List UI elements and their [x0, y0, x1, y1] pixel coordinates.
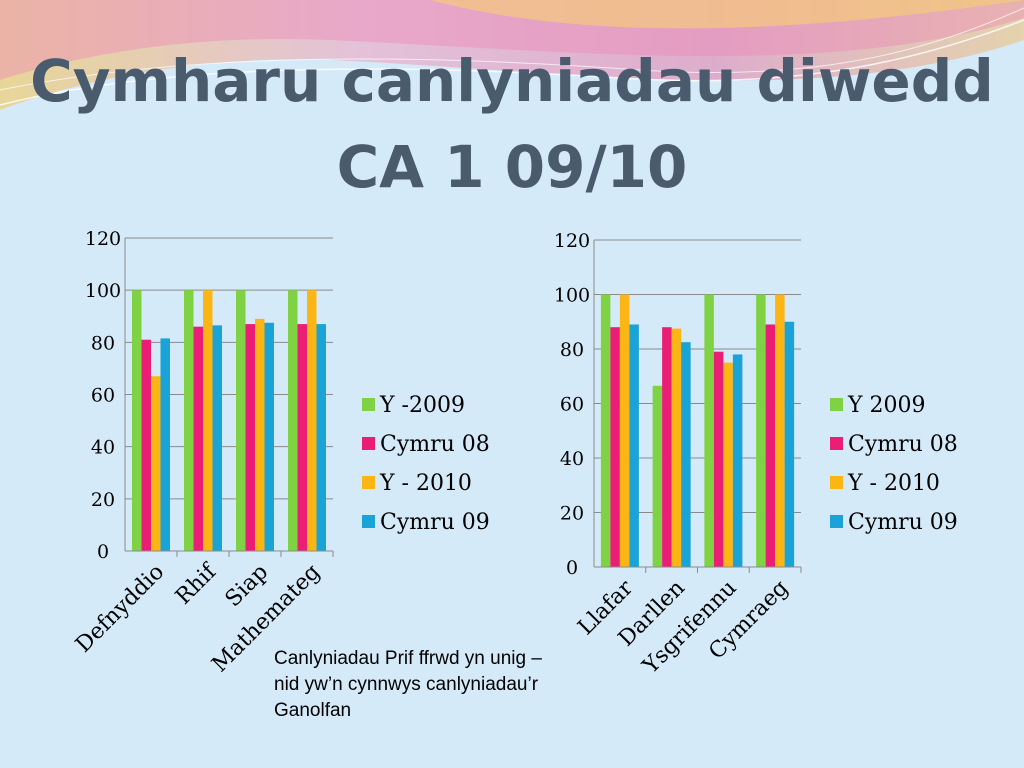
right-legend-swatch	[830, 437, 843, 450]
left-bar	[245, 324, 255, 551]
right-bar	[629, 324, 639, 567]
left-bar	[184, 290, 194, 551]
right-bar	[704, 294, 714, 567]
right-bar	[775, 294, 785, 567]
right-bar	[619, 294, 630, 567]
right-legend-swatch	[830, 476, 843, 489]
right-bar	[652, 385, 663, 567]
left-bar	[160, 338, 170, 551]
slide-title-line-1: Cymharu canlyniadau diwedd	[30, 47, 994, 115]
left-legend-label: Y -2009	[379, 393, 465, 418]
footnote-text: Canlyniadau Prif ffrwd yn unig – nid yw’…	[274, 648, 542, 721]
left-bar	[307, 290, 317, 551]
left-bar	[297, 324, 307, 551]
right-y-tick-label: 100	[554, 285, 590, 307]
right-legend-label: Cymru 09	[848, 510, 958, 535]
left-y-tick-label: 120	[85, 228, 121, 250]
right-y-tick-label: 40	[560, 448, 584, 470]
left-bar	[132, 290, 142, 551]
left-bar	[264, 322, 274, 551]
left-y-tick-label: 60	[91, 385, 115, 407]
left-legend-swatch	[362, 515, 375, 528]
right-bar	[600, 294, 611, 567]
right-bar	[756, 294, 766, 567]
right-bar	[671, 328, 682, 567]
right-y-tick-label: 20	[560, 503, 584, 525]
right-bar	[662, 327, 672, 567]
left-bar	[151, 376, 161, 551]
right-bar	[765, 324, 776, 567]
left-bar	[141, 339, 151, 551]
left-legend-swatch	[362, 398, 375, 411]
left-bar	[203, 290, 213, 551]
left-bar	[212, 325, 222, 551]
right-bar	[784, 321, 795, 567]
left-legend-swatch	[362, 476, 375, 489]
right-legend-swatch	[830, 515, 843, 528]
right-legend-label: Cymru 08	[848, 432, 958, 457]
right-bar	[732, 354, 743, 567]
right-y-tick-label: 80	[560, 339, 584, 361]
left-bar	[193, 326, 203, 551]
left-bar	[316, 324, 326, 551]
right-legend-label: Y 2009	[847, 393, 926, 418]
left-y-tick-label: 100	[85, 280, 121, 302]
right-bar	[713, 351, 724, 567]
left-legend-label: Cymru 08	[380, 432, 490, 457]
slide-title-line-2: CA 1 09/10	[336, 133, 688, 201]
left-bar	[255, 318, 265, 551]
right-y-tick-label: 60	[560, 394, 584, 416]
left-y-tick-label: 0	[97, 541, 109, 563]
right-bar	[610, 327, 620, 567]
left-y-tick-label: 20	[91, 489, 115, 511]
right-bar	[681, 342, 691, 567]
left-legend-label: Cymru 09	[380, 510, 490, 535]
left-y-tick-label: 40	[91, 437, 115, 459]
right-legend-swatch	[830, 398, 843, 411]
right-y-tick-label: 0	[566, 557, 578, 579]
left-bar	[288, 290, 298, 551]
left-legend-swatch	[362, 437, 375, 450]
left-legend-label: Y - 2010	[379, 471, 472, 496]
left-bar	[236, 290, 246, 551]
left-y-tick-label: 80	[91, 332, 115, 354]
right-bar	[723, 362, 733, 567]
right-y-tick-label: 120	[554, 230, 590, 252]
right-legend-label: Y - 2010	[847, 471, 940, 496]
